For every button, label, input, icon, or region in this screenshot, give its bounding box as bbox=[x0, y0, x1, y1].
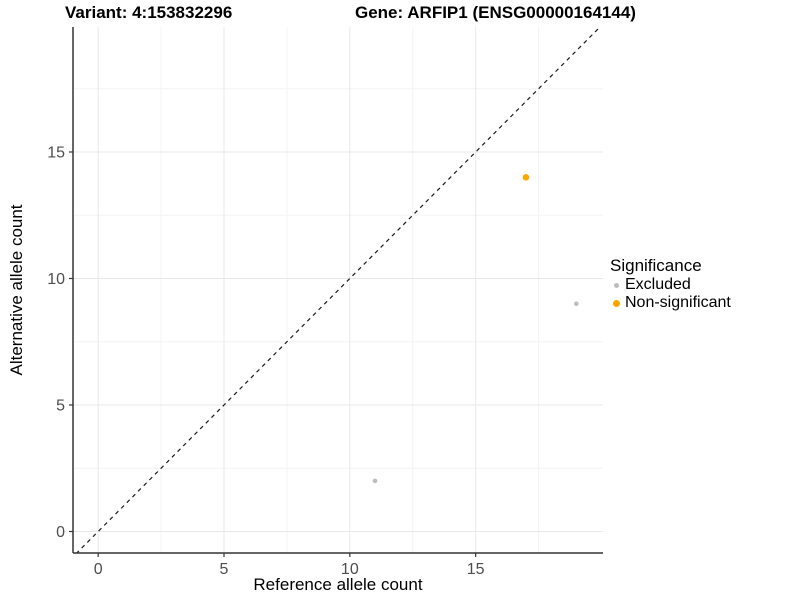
legend: Significance Excluded Non-significant bbox=[610, 256, 731, 312]
plot-title-variant: Variant: 4:153832296 bbox=[65, 3, 233, 22]
data-point-non-significant bbox=[522, 173, 530, 181]
plot-title-gene: Gene: ARFIP1 (ENSG00000164144) bbox=[355, 3, 636, 22]
legend-item-label-non-significant: Non-significant bbox=[625, 294, 731, 311]
legend-item-excluded: Excluded bbox=[610, 276, 731, 294]
y-tick-label: 10 bbox=[47, 271, 65, 288]
x-tick-label: 15 bbox=[467, 561, 485, 578]
y-axis-title: Alternative allele count bbox=[7, 204, 26, 375]
legend-title: Significance bbox=[610, 256, 702, 275]
legend-item-label-excluded: Excluded bbox=[625, 276, 691, 293]
legend-item-non-significant: Non-significant bbox=[610, 294, 731, 312]
excluded-dot-icon bbox=[610, 279, 622, 291]
y-tick-label: 15 bbox=[47, 144, 65, 161]
identity-line bbox=[75, 27, 601, 553]
x-tick-label: 10 bbox=[341, 561, 359, 578]
x-tick-label: 5 bbox=[220, 561, 229, 578]
data-point-excluded bbox=[574, 301, 579, 307]
data-point-excluded bbox=[372, 478, 378, 484]
x-axis-title: Reference allele count bbox=[253, 575, 422, 594]
non-significant-dot-icon bbox=[610, 297, 622, 309]
y-tick-label: 0 bbox=[56, 524, 65, 541]
y-tick-label: 5 bbox=[56, 397, 65, 414]
x-tick-label: 0 bbox=[94, 561, 103, 578]
